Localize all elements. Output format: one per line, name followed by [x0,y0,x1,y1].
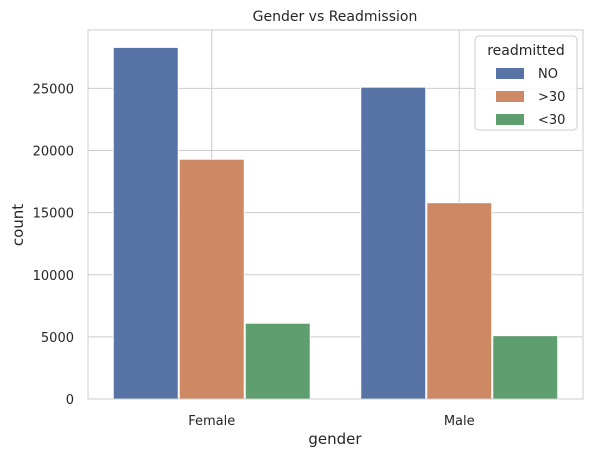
y-tick-label: 20000 [33,145,74,160]
bar-male-1 [360,86,427,400]
legend-title: readmitted [487,43,565,59]
y-tick-label: 10000 [33,269,74,284]
legend: readmitted NO >30 <30 [474,35,578,131]
legend-swatch [496,68,524,79]
x-axis-ticks: Female Male [188,414,474,429]
bar-female-3 [244,322,311,400]
y-tick-label: 25000 [33,82,74,97]
bar-male-3 [492,335,559,400]
y-tick-label: 15000 [33,207,74,222]
bar-male-2 [426,202,493,400]
legend-label: NO [538,67,558,82]
x-axis-label: gender [308,430,362,448]
y-tick-label: 0 [66,393,74,408]
x-tick-label: Female [188,414,235,429]
bar-female-1 [112,46,179,400]
legend-swatch [496,91,524,102]
x-tick-label: Male [444,414,475,429]
y-axis-label: count [9,204,27,246]
y-tick-label: 5000 [41,331,74,346]
legend-label: <30 [538,113,565,128]
legend-label: >30 [538,90,565,105]
bars [112,46,559,400]
legend-swatch [496,114,524,125]
legend-box [474,35,578,131]
plot-frame [87,29,584,400]
chart-title: Gender vs Readmission [253,9,418,25]
bar-female-2 [178,158,245,400]
y-axis-ticks: 0 5000 10000 15000 20000 25000 [33,82,74,408]
